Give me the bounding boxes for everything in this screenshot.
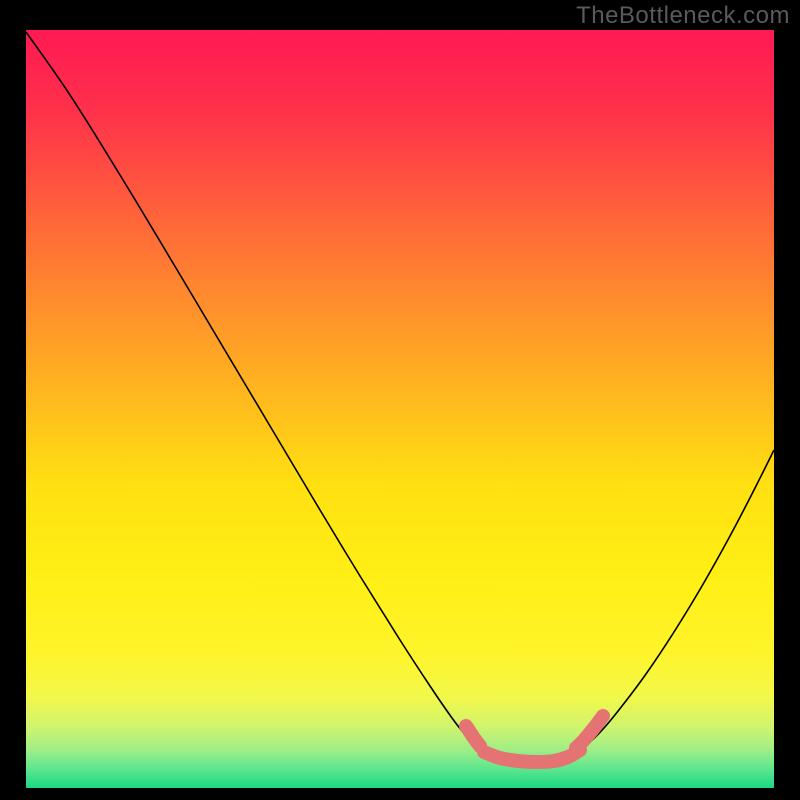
bottleneck-chart (0, 0, 800, 800)
chart-background (26, 30, 774, 788)
chart-stage: TheBottleneck.com (0, 0, 800, 800)
watermark-text: TheBottleneck.com (576, 2, 790, 30)
